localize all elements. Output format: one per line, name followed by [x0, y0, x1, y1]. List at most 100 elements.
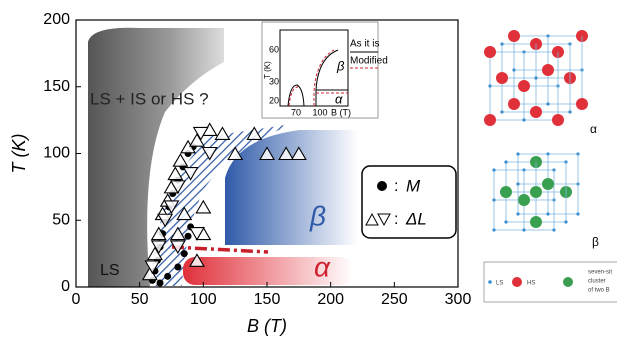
structure-legend-text: seven-sit	[588, 270, 612, 276]
y-tick-label: 200	[43, 11, 70, 28]
structure-legend-text: HS	[527, 281, 535, 287]
atom	[492, 228, 496, 232]
legend-colon: :	[394, 211, 398, 228]
atom	[542, 178, 554, 190]
atom	[500, 110, 504, 114]
atom	[484, 114, 496, 126]
atom	[552, 114, 564, 126]
point	[214, 126, 231, 141]
inset-x-label: B (T)	[331, 107, 351, 117]
dashed-boundary	[171, 245, 269, 254]
atom	[516, 152, 520, 156]
structure-legend-text: of two B	[588, 288, 610, 294]
inset-tick: 100	[312, 107, 327, 117]
atom	[522, 228, 526, 232]
point	[172, 153, 189, 167]
atom	[522, 118, 526, 122]
inset-tick: 60	[269, 44, 279, 54]
atom	[530, 106, 542, 118]
atom	[546, 102, 550, 106]
atom	[508, 98, 520, 110]
inset-tick: 70	[291, 107, 301, 117]
x-axis-label: B (T)	[247, 316, 287, 336]
point	[182, 166, 199, 181]
point	[163, 200, 180, 214]
point	[180, 250, 188, 258]
atom	[518, 194, 530, 206]
structure-legend-text: LS	[496, 281, 503, 287]
structure-legend-text: cluster	[588, 279, 606, 285]
atom	[576, 98, 588, 110]
atom	[568, 110, 572, 114]
beta-region	[225, 130, 358, 245]
region-label: β	[309, 200, 326, 231]
point	[167, 166, 184, 181]
atom	[504, 160, 508, 164]
atom	[518, 80, 530, 92]
atom	[512, 68, 516, 72]
atom	[552, 228, 556, 232]
point	[156, 279, 164, 287]
y-tick-label: 0	[61, 278, 70, 295]
point	[157, 213, 174, 228]
x-tick-label: 50	[131, 291, 149, 308]
structure-label: α	[590, 122, 597, 136]
point	[174, 263, 182, 271]
inset-label: α	[335, 91, 343, 106]
legend-colon: :	[394, 178, 398, 195]
point	[189, 133, 205, 147]
inset-legend: Modified	[350, 56, 388, 67]
point	[189, 253, 205, 267]
legend: : M : ΔL	[361, 165, 457, 239]
point	[169, 226, 186, 241]
region-label: LS + IS or HS ?	[90, 89, 209, 108]
point	[259, 146, 275, 161]
point	[146, 246, 163, 261]
x-tick-label: 100	[190, 291, 217, 308]
point	[246, 126, 263, 141]
alpha-region	[183, 257, 353, 285]
point	[184, 232, 192, 240]
point	[278, 146, 295, 161]
legend-marker	[377, 181, 387, 191]
atom	[564, 220, 568, 224]
structures	[484, 30, 588, 232]
y-tick-label: 150	[43, 78, 70, 95]
atom	[530, 216, 542, 228]
legend-marker	[365, 212, 379, 226]
point	[150, 240, 167, 255]
y-axis-label: T (K)	[9, 134, 29, 174]
inset-tick: 20	[269, 95, 279, 105]
structure-legend: LS HS seven-sit cluster of two B	[483, 261, 617, 303]
plot-frame	[75, 19, 459, 288]
atom	[576, 212, 580, 216]
atom	[496, 72, 508, 84]
atom	[488, 84, 492, 88]
atom	[504, 220, 508, 224]
atom	[492, 198, 496, 202]
region-label: LS	[100, 262, 120, 279]
point	[164, 272, 172, 280]
point	[195, 199, 212, 214]
phase-regions	[88, 27, 358, 288]
region-label: α	[314, 251, 331, 282]
atom	[546, 212, 550, 216]
point	[141, 266, 158, 281]
structure-legend-box	[483, 261, 617, 303]
hatched-region	[150, 124, 292, 286]
plot: 0 50 100 150 200 250 300 0 50 100 150 200 B (T) T (K)	[9, 11, 472, 336]
x-tick-label: 150	[254, 291, 281, 308]
point	[176, 206, 193, 221]
point	[144, 260, 161, 275]
point	[189, 227, 205, 241]
y-tick-label: 50	[52, 211, 70, 228]
atom	[516, 182, 520, 186]
point	[180, 139, 197, 154]
atom	[484, 46, 496, 58]
x-tick-label: 300	[445, 291, 472, 308]
x-tick-label: 250	[381, 291, 408, 308]
inset-tick: 30	[269, 76, 279, 86]
inset-curve	[288, 49, 335, 107]
x-tick-label: 200	[317, 291, 344, 308]
